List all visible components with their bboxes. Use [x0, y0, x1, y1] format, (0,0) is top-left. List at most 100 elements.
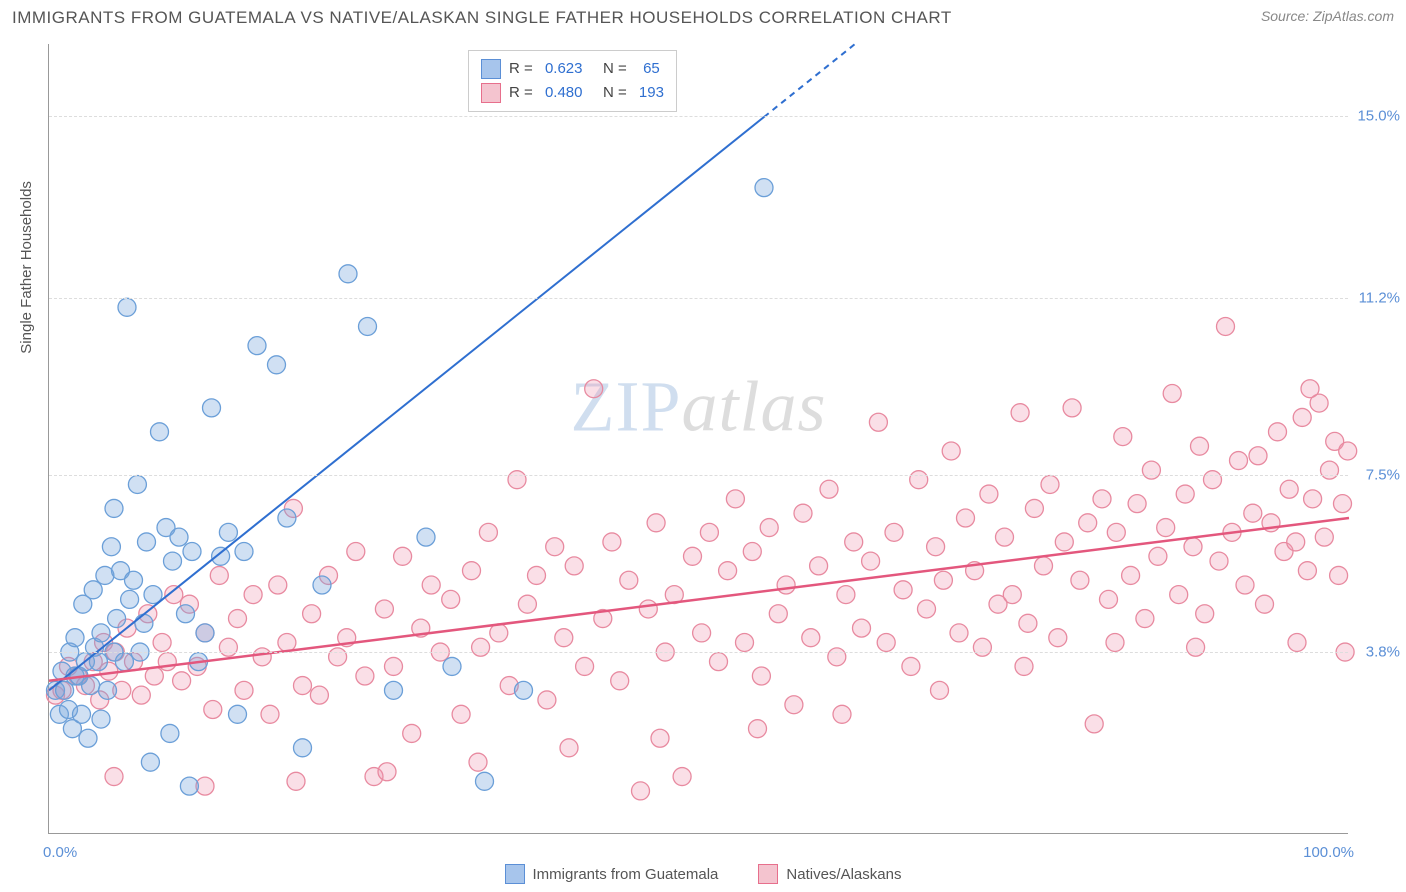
- data-point: [385, 657, 403, 675]
- legend-swatch: [758, 864, 778, 884]
- legend-swatch: [505, 864, 525, 884]
- data-point: [417, 528, 435, 546]
- data-point: [66, 629, 84, 647]
- data-point: [219, 523, 237, 541]
- data-point: [833, 705, 851, 723]
- series-legend: Immigrants from GuatemalaNatives/Alaskan…: [0, 864, 1406, 884]
- y-tick-label: 3.8%: [1366, 644, 1400, 661]
- data-point: [1011, 404, 1029, 422]
- data-point: [1136, 610, 1154, 628]
- data-point: [508, 471, 526, 489]
- data-point: [1217, 317, 1235, 335]
- data-point: [546, 538, 564, 556]
- data-point: [1191, 437, 1209, 455]
- data-point: [885, 523, 903, 541]
- data-point: [463, 562, 481, 580]
- data-point: [726, 490, 744, 508]
- data-point: [862, 552, 880, 570]
- data-point: [472, 638, 490, 656]
- trend-line-extrapolated: [764, 44, 855, 117]
- data-point: [942, 442, 960, 460]
- data-point: [229, 610, 247, 628]
- data-point: [950, 624, 968, 642]
- data-point: [118, 298, 136, 316]
- data-point: [128, 475, 146, 493]
- plot-area: ZIPatlas 0.0% 100.0% 3.8%7.5%11.2%15.0%: [48, 44, 1348, 834]
- data-point: [121, 590, 139, 608]
- data-point: [1142, 461, 1160, 479]
- data-point: [329, 648, 347, 666]
- legend-r-label: R =: [509, 81, 537, 105]
- data-point: [183, 543, 201, 561]
- data-point: [1055, 533, 1073, 551]
- y-tick-label: 11.2%: [1359, 289, 1400, 306]
- y-tick-label: 15.0%: [1357, 107, 1400, 124]
- data-point: [632, 782, 650, 800]
- data-point: [479, 523, 497, 541]
- data-point: [560, 739, 578, 757]
- data-point: [1003, 586, 1021, 604]
- data-point: [651, 729, 669, 747]
- data-point: [248, 337, 266, 355]
- data-point: [1249, 447, 1267, 465]
- data-point: [79, 729, 97, 747]
- legend-swatch: [481, 83, 501, 103]
- data-point: [1269, 423, 1287, 441]
- data-point: [528, 566, 546, 584]
- data-point: [1196, 605, 1214, 623]
- data-point: [287, 772, 305, 790]
- data-point: [837, 586, 855, 604]
- data-point: [973, 638, 991, 656]
- data-point: [1236, 576, 1254, 594]
- data-point: [92, 710, 110, 728]
- legend-row: R = 0.623 N = 65: [481, 57, 664, 81]
- data-point: [1287, 533, 1305, 551]
- legend-n-label: N =: [590, 57, 630, 81]
- data-point: [565, 557, 583, 575]
- data-point: [538, 691, 556, 709]
- data-point: [235, 543, 253, 561]
- data-point: [980, 485, 998, 503]
- data-point: [180, 777, 198, 795]
- data-point: [294, 739, 312, 757]
- data-point: [684, 547, 702, 565]
- legend-n-value: 65: [639, 57, 660, 81]
- data-point: [927, 538, 945, 556]
- data-point: [313, 576, 331, 594]
- data-point: [210, 566, 228, 584]
- data-point: [278, 509, 296, 527]
- data-point: [1170, 586, 1188, 604]
- data-point: [269, 576, 287, 594]
- data-point: [802, 629, 820, 647]
- data-point: [1041, 475, 1059, 493]
- data-point: [794, 504, 812, 522]
- data-point: [375, 600, 393, 618]
- data-point: [1128, 495, 1146, 513]
- data-point: [356, 667, 374, 685]
- source-name: ZipAtlas.com: [1313, 8, 1394, 24]
- data-point: [820, 480, 838, 498]
- legend-n-value: 193: [639, 81, 664, 105]
- data-point: [1019, 614, 1037, 632]
- data-point: [555, 629, 573, 647]
- data-point: [1049, 629, 1067, 647]
- x-max-label: 100.0%: [1303, 844, 1354, 861]
- data-point: [620, 571, 638, 589]
- data-point: [84, 581, 102, 599]
- data-point: [752, 667, 770, 685]
- data-point: [73, 705, 91, 723]
- data-point: [422, 576, 440, 594]
- data-point: [769, 605, 787, 623]
- data-point: [385, 681, 403, 699]
- data-point: [743, 543, 761, 561]
- data-point: [700, 523, 718, 541]
- data-point: [442, 590, 460, 608]
- legend-r-value: 0.623: [545, 57, 583, 81]
- data-point: [585, 380, 603, 398]
- gridline: [49, 652, 1348, 653]
- data-point: [810, 557, 828, 575]
- data-point: [1330, 566, 1348, 584]
- data-point: [1071, 571, 1089, 589]
- data-point: [760, 519, 778, 537]
- data-point: [135, 614, 153, 632]
